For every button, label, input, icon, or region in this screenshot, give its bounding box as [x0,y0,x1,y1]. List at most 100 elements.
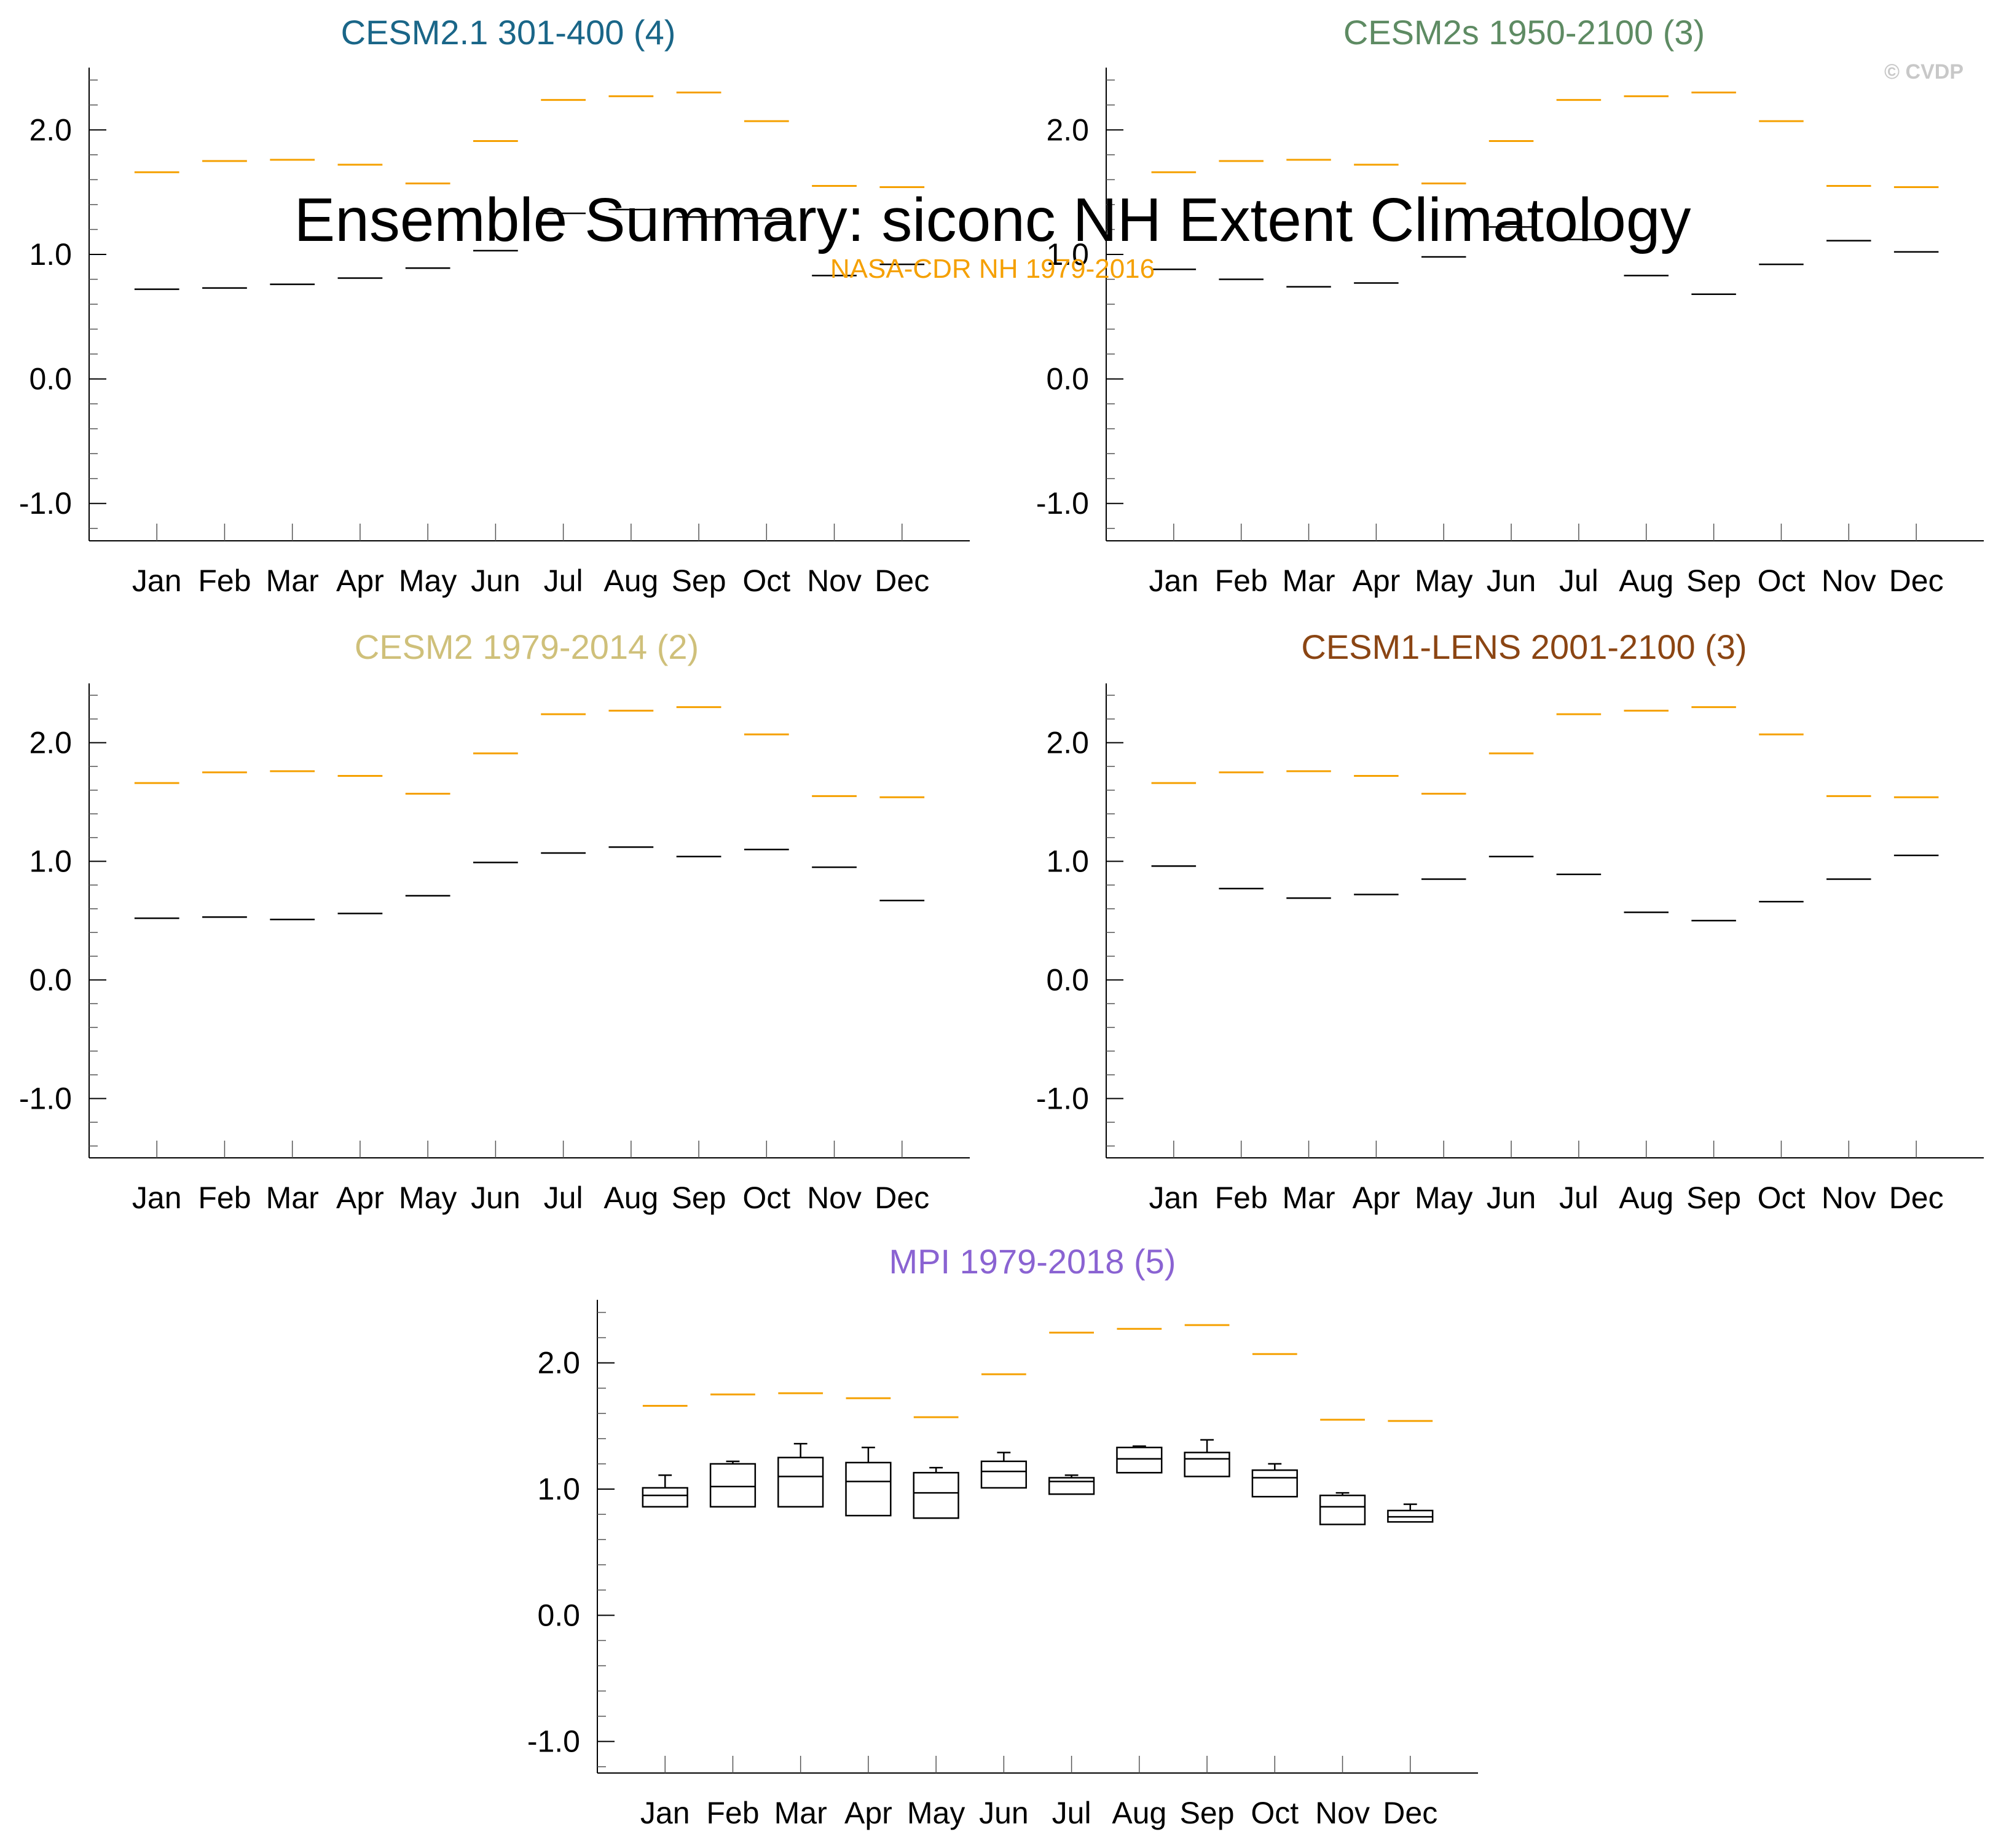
x-tick-label: Feb [198,564,251,598]
y-tick-label: 2.0 [537,1346,580,1380]
panel-title: CESM2s 1950-2100 (3) [1343,13,1705,52]
ensemble-box [1116,1445,1163,1474]
x-tick-label: Jun [1487,1181,1536,1215]
ensemble-box [1251,1463,1298,1498]
x-tick-label: Sep [672,564,726,598]
x-tick-label: Apr [336,1181,384,1215]
x-tick-label: Sep [1180,1796,1235,1830]
y-tick-label: 1.0 [29,237,72,272]
y-tick-label: 1.0 [1046,844,1089,879]
ensemble-box [642,1474,688,1508]
x-tick-label: May [1415,564,1472,598]
x-tick-label: Mar [774,1796,827,1830]
box-body [1184,1452,1230,1477]
x-tick-label: Jun [979,1796,1029,1830]
x-tick-label: Nov [1822,564,1876,598]
ensemble-box [980,1452,1028,1489]
y-tick-label: 0.0 [1046,362,1089,396]
x-tick-label: Jul [544,564,583,598]
x-tick-label: Dec [1383,1796,1437,1830]
ensemble-box [1184,1439,1230,1477]
x-tick-label: Oct [1251,1796,1299,1830]
y-tick-label: 2.0 [1046,726,1089,760]
x-tick-label: Dec [875,1181,929,1215]
y-tick-label: 1.0 [537,1472,580,1506]
x-tick-label: Oct [1758,564,1806,598]
y-tick-label: -1.0 [527,1724,580,1759]
y-tick-label: -1.0 [19,486,72,521]
box-body [913,1472,959,1519]
x-tick-label: Jul [1559,1181,1598,1215]
x-tick-label: Nov [1315,1796,1370,1830]
x-tick-label: Apr [336,564,384,598]
x-tick-label: Sep [672,1181,726,1215]
ensemble-box [913,1466,959,1519]
x-tick-label: Apr [1352,564,1400,598]
y-tick-label: 2.0 [1046,112,1089,147]
y-tick-label: 0.0 [29,963,72,997]
box-body [1116,1446,1163,1474]
x-tick-label: Aug [1112,1796,1166,1830]
x-tick-label: Jan [1149,1181,1199,1215]
box-body [709,1463,757,1508]
x-tick-label: Jun [1487,564,1536,598]
x-tick-label: Nov [807,1181,862,1215]
ensemble-box [1387,1503,1434,1523]
y-tick-label: 2.0 [29,726,72,760]
x-tick-label: Jul [544,1181,583,1215]
ensemble-box [777,1442,824,1508]
panel-cesm2s: CESM2s 1950-2100 (3) -1.0 0.0 1.0 2.0 Jan Feb… [1036,13,1984,598]
x-tick-label: Aug [1619,564,1673,598]
x-tick-label: Mar [266,564,319,598]
x-tick-label: Feb [706,1796,759,1830]
box-body [1251,1469,1298,1498]
x-tick-label: Jan [132,1181,182,1215]
y-tick-label: 2.0 [29,112,72,147]
x-tick-label: Jan [132,564,182,598]
y-tick-label: 0.0 [1046,963,1089,997]
panel-title: MPI 1979-2018 (5) [889,1242,1176,1281]
x-tick-label: Jan [1149,564,1199,598]
box-body [1319,1495,1366,1525]
panel-title: CESM1-LENS 2001-2100 (3) [1301,627,1747,666]
x-tick-label: May [907,1796,965,1830]
x-tick-label: Apr [1352,1181,1400,1215]
x-tick-label: Mar [1282,564,1335,598]
y-tick-label: 0.0 [537,1598,580,1632]
x-tick-label: Nov [1822,1181,1876,1215]
panel-mpi: MPI 1979-2018 (5) -1.0 0.0 1.0 2.0 Jan Feb Mar… [527,1242,1478,1830]
x-tick-label: Mar [266,1181,319,1215]
x-tick-label: Dec [1889,564,1944,598]
credit-label: © CVDP [1884,60,1964,84]
y-tick-label: 1.0 [1046,237,1089,272]
x-tick-label: Mar [1282,1181,1335,1215]
ensemble-box [1319,1492,1366,1525]
panel-cesm2: CESM2 1979-2014 (2) -1.0 0.0 1.0 2.0 Jan Feb M… [19,627,970,1215]
x-tick-label: Oct [1758,1181,1806,1215]
x-tick-label: Nov [807,564,862,598]
y-tick-label: 0.0 [29,362,72,396]
x-tick-label: Jul [1559,564,1598,598]
ensemble-box [1048,1474,1095,1495]
x-tick-label: Sep [1686,564,1741,598]
box-body [642,1487,688,1508]
ensemble-box [709,1460,757,1508]
y-tick-label: 1.0 [29,844,72,879]
x-tick-label: Dec [875,564,929,598]
x-tick-label: May [399,564,457,598]
ensemble-box [845,1446,892,1517]
x-tick-label: Feb [198,1181,251,1215]
box-body [845,1461,892,1517]
x-tick-label: Jun [471,1181,521,1215]
x-tick-label: Jul [1052,1796,1091,1830]
x-tick-label: Jun [471,564,521,598]
box-body [980,1460,1028,1489]
panel-cesm2-1: CESM2.1 301-400 (4) -1.0 0.0 1.0 2.0 Jan Feb M… [19,13,970,598]
panel-title: CESM2.1 301-400 (4) [341,13,676,52]
y-tick-label: -1.0 [1036,486,1089,521]
x-tick-label: May [1415,1181,1472,1215]
x-tick-label: May [399,1181,457,1215]
x-tick-label: Feb [1215,1181,1268,1215]
x-tick-label: Apr [844,1796,892,1830]
